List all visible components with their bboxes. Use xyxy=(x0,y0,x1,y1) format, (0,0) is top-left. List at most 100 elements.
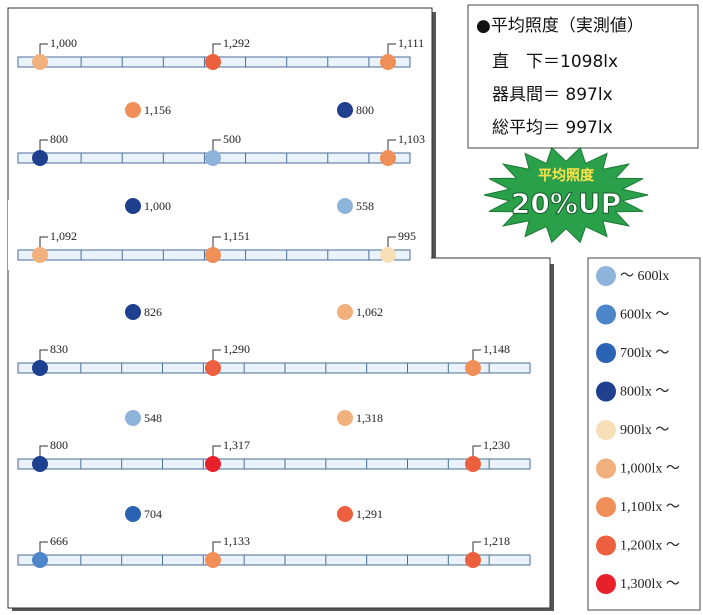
label-leader xyxy=(39,349,48,360)
legend-label: 1,300lx ～ xyxy=(620,577,680,592)
lower-panel xyxy=(7,257,551,609)
measure-label: 666 xyxy=(50,534,68,548)
measure-point xyxy=(205,552,221,568)
label-leader xyxy=(212,43,221,54)
measure-point xyxy=(380,150,396,166)
content: 1,000 1,292 1,111 800 500 1,103 1,092 1,151 995 8… xyxy=(17,36,680,594)
label-leader xyxy=(387,139,396,150)
info-line: 総平均＝ 997lx xyxy=(492,118,613,138)
measure-label: 1,148 xyxy=(483,342,510,356)
measure-point xyxy=(125,198,141,214)
measure-point xyxy=(337,198,353,214)
measure-label: 1,290 xyxy=(223,342,250,356)
measure-label: 558 xyxy=(356,199,374,213)
measure-label: 1,062 xyxy=(356,305,383,319)
label-leader xyxy=(39,236,48,247)
label-leader xyxy=(212,349,221,360)
measure-point xyxy=(32,456,48,472)
measure-label: 1,230 xyxy=(483,438,510,452)
measure-point xyxy=(380,247,396,263)
label-leader xyxy=(39,541,48,552)
measure-label: 1,317 xyxy=(223,438,250,452)
legend-label: 900lx ～ xyxy=(620,423,669,438)
measure-label: 548 xyxy=(144,411,162,425)
badge-burst xyxy=(483,146,649,244)
legend-swatch xyxy=(596,535,616,556)
measure-label: 1,318 xyxy=(356,411,383,425)
measure-point xyxy=(205,150,221,166)
measure-label: 1,291 xyxy=(356,507,383,521)
measure-point xyxy=(337,506,353,522)
measure-label: 1,218 xyxy=(483,534,510,548)
label-leader xyxy=(387,236,396,247)
measure-point xyxy=(465,360,481,376)
label-leader xyxy=(472,445,481,456)
measure-label: 1,151 xyxy=(223,229,250,243)
measure-point xyxy=(205,54,221,70)
measure-point xyxy=(205,247,221,263)
measure-label: 995 xyxy=(398,229,416,243)
badge-top: 平均照度 xyxy=(538,167,595,184)
measure-label: 800 xyxy=(50,438,68,452)
measure-label: 1,000 xyxy=(144,199,171,213)
label-leader xyxy=(387,43,396,54)
label-leader xyxy=(39,43,48,54)
label-leader xyxy=(212,236,221,247)
measure-point xyxy=(125,410,141,426)
measure-label: 1,133 xyxy=(223,534,250,548)
measure-label: 1,000 xyxy=(50,36,77,50)
measure-label: 800 xyxy=(356,103,374,117)
legend-label: 700lx ～ xyxy=(620,346,669,361)
fixture xyxy=(17,554,531,566)
measure-point xyxy=(125,102,141,118)
legend-swatch xyxy=(596,458,616,479)
label-leader xyxy=(39,139,48,150)
measure-label: 500 xyxy=(223,132,241,146)
legend-swatch xyxy=(596,497,616,517)
measure-label: 1,156 xyxy=(144,103,171,117)
fixture xyxy=(17,458,531,470)
label-leader xyxy=(39,445,48,456)
measure-point xyxy=(337,102,353,118)
measure-point xyxy=(205,360,221,376)
measure-point xyxy=(465,552,481,568)
label-leader xyxy=(212,541,221,552)
legend-swatch xyxy=(596,343,616,363)
legend-label: 1,000lx ～ xyxy=(620,462,680,477)
fixture xyxy=(17,362,531,374)
label-leader xyxy=(472,349,481,360)
measure-point xyxy=(32,360,48,376)
measure-point xyxy=(32,54,48,70)
measure-point xyxy=(465,456,481,472)
legend-swatch xyxy=(596,381,616,402)
measure-point xyxy=(380,54,396,70)
measure-point xyxy=(32,150,48,166)
label-leader xyxy=(472,541,481,552)
measure-point xyxy=(205,456,221,472)
measure-point xyxy=(337,410,353,426)
measure-point xyxy=(32,552,48,568)
legend-swatch xyxy=(596,266,616,286)
measure-label: 826 xyxy=(144,305,162,319)
label-leader xyxy=(212,139,221,150)
measure-point xyxy=(125,304,141,320)
measure-label: 704 xyxy=(144,507,162,521)
info-title: ●平均照度（実測値） xyxy=(476,16,644,36)
legend-label: 1,100lx ～ xyxy=(620,500,680,515)
badge-main: 20%UP xyxy=(511,187,621,220)
measure-label: 1,092 xyxy=(50,229,77,243)
measure-label: 1,103 xyxy=(398,132,425,146)
measure-point xyxy=(337,304,353,320)
measure-point xyxy=(125,506,141,522)
measure-point xyxy=(32,247,48,263)
measure-label: 1,111 xyxy=(398,36,424,50)
legend-swatch xyxy=(596,420,616,440)
info-line: 直 下＝1098lx xyxy=(492,52,618,72)
legend-label: ～ 600lx xyxy=(620,269,669,284)
info-line: 器具間＝ 897lx xyxy=(492,85,613,105)
legend-label: 800lx ～ xyxy=(620,385,669,400)
measure-label: 800 xyxy=(50,132,68,146)
legend-label: 1,200lx ～ xyxy=(620,539,680,554)
legend-label: 600lx ～ xyxy=(620,308,669,323)
